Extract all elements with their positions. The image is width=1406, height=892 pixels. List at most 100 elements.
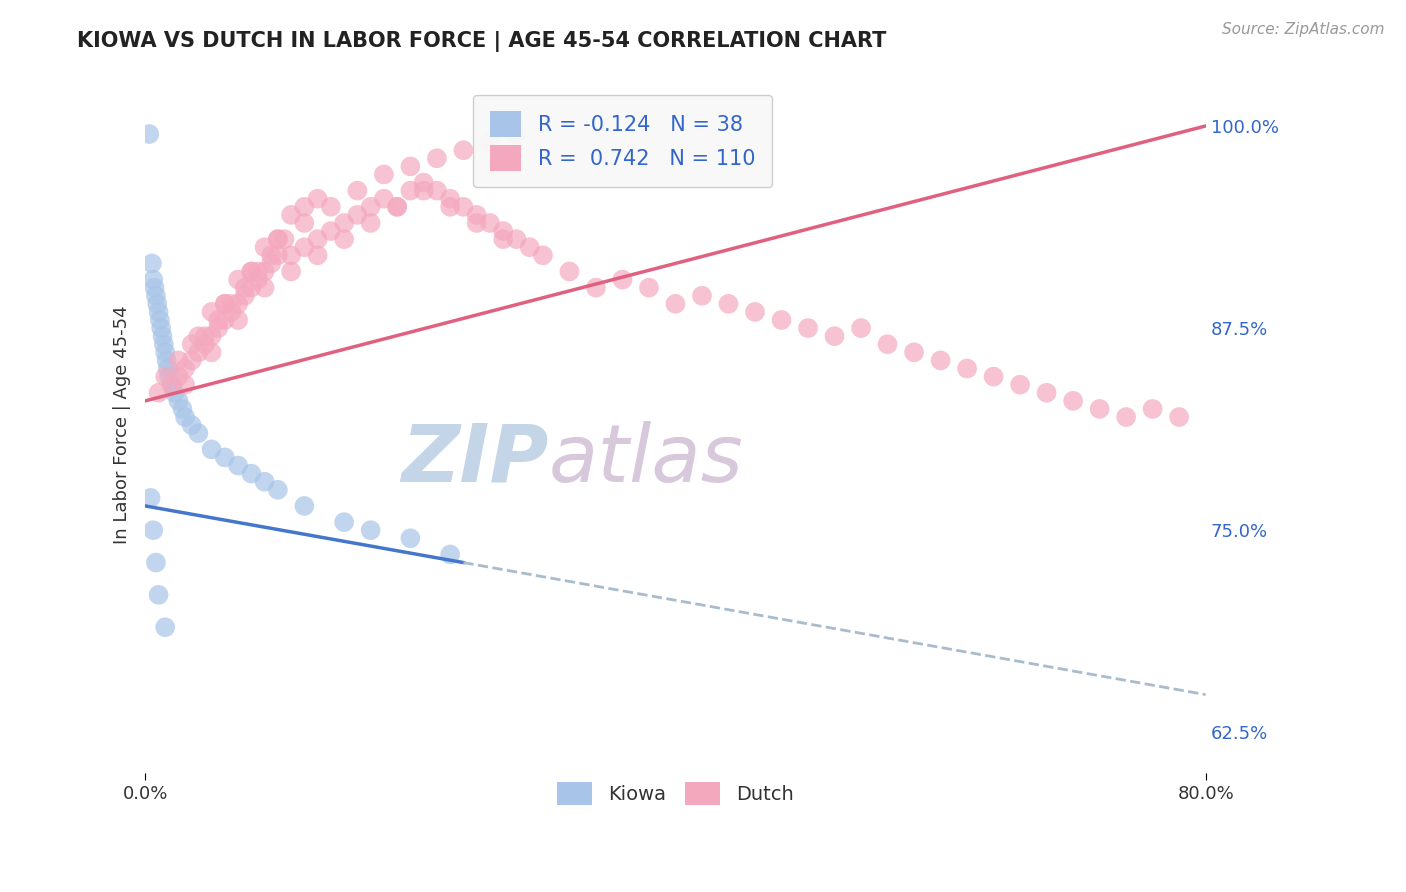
Point [145, 556, 167, 570]
Point [240, 280, 263, 294]
Text: ZIP: ZIP [401, 421, 548, 499]
Point [187, 345, 209, 359]
Point [453, 143, 475, 157]
Point [664, 297, 686, 311]
Point [200, 442, 222, 457]
Point [307, 232, 329, 246]
Text: KIOWA VS DUTCH IN LABOR FORCE | AGE 45-54 CORRELATION CHART: KIOWA VS DUTCH IN LABOR FORCE | AGE 45-5… [77, 31, 887, 53]
Point [744, 305, 766, 319]
Text: atlas: atlas [548, 421, 742, 499]
Point [717, 297, 740, 311]
Point [174, 361, 197, 376]
Point [150, 321, 173, 335]
Point [585, 280, 607, 294]
Point [505, 127, 527, 141]
Point [226, 297, 249, 311]
Point [214, 313, 236, 327]
Point [453, 200, 475, 214]
Point [1010, 377, 1032, 392]
Point [478, 216, 501, 230]
Point [280, 208, 302, 222]
Point [929, 353, 952, 368]
Point [638, 280, 661, 294]
Point [307, 248, 329, 262]
Point [319, 200, 342, 214]
Point [253, 475, 276, 489]
Point [153, 345, 176, 359]
Point [174, 410, 197, 425]
Point [139, 491, 162, 505]
Point [163, 385, 186, 400]
Point [280, 248, 302, 262]
Point [346, 208, 368, 222]
Point [221, 305, 243, 319]
Point [267, 232, 290, 246]
Point [956, 361, 979, 376]
Point [267, 248, 290, 262]
Point [307, 192, 329, 206]
Point [226, 458, 249, 473]
Point [143, 280, 166, 294]
Point [260, 248, 283, 262]
Point [148, 385, 170, 400]
Point [292, 216, 315, 230]
Point [172, 401, 194, 416]
Point [385, 200, 408, 214]
Point [142, 523, 165, 537]
Point [492, 224, 515, 238]
Point [233, 280, 256, 294]
Point [253, 240, 276, 254]
Point [385, 200, 408, 214]
Point [148, 305, 170, 319]
Point [180, 418, 202, 433]
Point [690, 289, 713, 303]
Point [138, 127, 160, 141]
Point [187, 426, 209, 441]
Point [1115, 410, 1137, 425]
Point [221, 297, 243, 311]
Point [876, 337, 898, 351]
Point [207, 313, 229, 327]
Point [360, 216, 382, 230]
Point [157, 369, 180, 384]
Point [153, 337, 176, 351]
Point [519, 240, 541, 254]
Point [160, 377, 183, 392]
Point [770, 313, 793, 327]
Point [167, 353, 190, 368]
Point [399, 184, 422, 198]
Point [505, 232, 527, 246]
Point [373, 192, 395, 206]
Point [478, 135, 501, 149]
Point [849, 321, 872, 335]
Point [531, 248, 554, 262]
Point [426, 184, 449, 198]
Point [1062, 393, 1084, 408]
Point [155, 353, 177, 368]
Point [824, 329, 846, 343]
Point [612, 272, 634, 286]
Point [174, 377, 197, 392]
Point [253, 264, 276, 278]
Text: Source: ZipAtlas.com: Source: ZipAtlas.com [1222, 22, 1385, 37]
Point [360, 523, 382, 537]
Point [292, 499, 315, 513]
Point [439, 192, 461, 206]
Point [141, 256, 163, 270]
Point [412, 184, 434, 198]
Point [333, 515, 356, 529]
Point [260, 256, 283, 270]
Point [292, 200, 315, 214]
Point [1168, 410, 1191, 425]
Point [983, 369, 1005, 384]
Point [333, 232, 356, 246]
Point [253, 280, 276, 294]
Point [207, 321, 229, 335]
Point [214, 450, 236, 465]
Point [439, 200, 461, 214]
Point [226, 272, 249, 286]
Legend: Kiowa, Dutch: Kiowa, Dutch [547, 772, 803, 815]
Point [319, 224, 342, 238]
Point [360, 200, 382, 214]
Point [233, 289, 256, 303]
